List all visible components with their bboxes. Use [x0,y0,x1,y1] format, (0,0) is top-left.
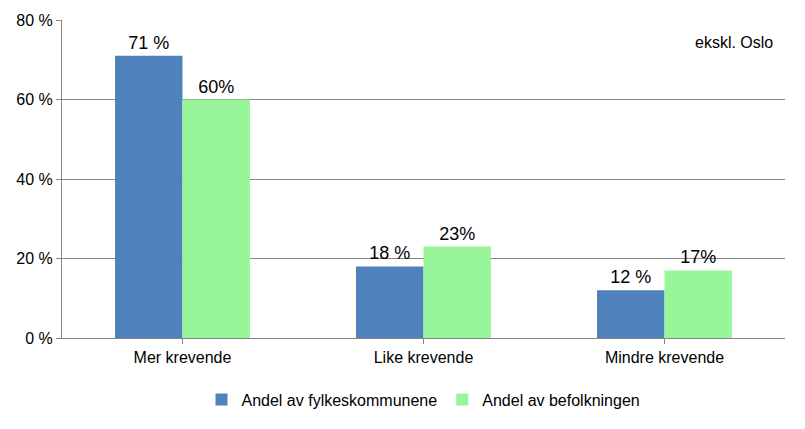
svg-text:23%: 23% [439,224,475,244]
svg-text:ekskl. Oslo: ekskl. Oslo [695,34,773,51]
svg-text:Like krevende: Like krevende [374,349,474,366]
svg-text:18 %: 18 % [369,243,410,263]
svg-text:20 %: 20 % [16,250,52,267]
svg-text:12 %: 12 % [610,267,651,287]
svg-text:71 %: 71 % [128,33,169,53]
svg-text:Andel av befolkningen: Andel av befolkningen [482,392,639,409]
svg-text:Mer krevende: Mer krevende [134,349,232,366]
svg-text:17%: 17% [680,247,716,267]
svg-text:60%: 60% [198,77,234,97]
svg-text:0 %: 0 % [25,330,53,347]
svg-text:40 %: 40 % [16,171,52,188]
svg-text:80 %: 80 % [16,12,52,29]
svg-text:Andel av fylkeskommunene: Andel av fylkeskommunene [242,392,438,409]
svg-text:60 %: 60 % [16,91,52,108]
svg-text:Mindre krevende: Mindre krevende [605,349,724,366]
